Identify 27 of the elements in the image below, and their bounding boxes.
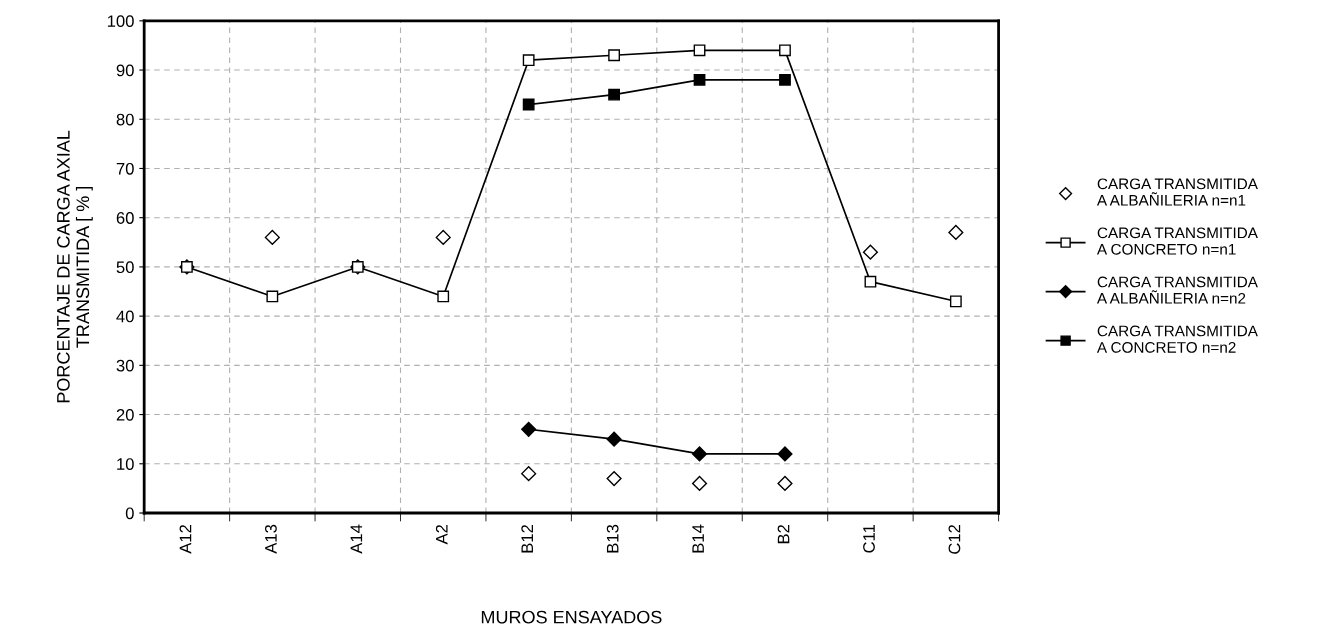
- y-tick-label: 60: [116, 212, 134, 224]
- x-axis-title: MUROS ENSAYADOS: [481, 610, 662, 624]
- x-tick-label: C11: [863, 524, 875, 553]
- x-tick-label: C12: [948, 524, 961, 554]
- y-tick-label: 40: [116, 310, 134, 323]
- y-tick-label: 50: [116, 261, 134, 274]
- x-tick-label: B13: [606, 524, 619, 553]
- x-tick-label: A13: [265, 524, 277, 554]
- x-tick-label: B12: [521, 524, 533, 553]
- y-tick-label: 80: [116, 113, 134, 126]
- y-tick-label: 10: [117, 458, 134, 470]
- y-tick-label: 20: [116, 408, 134, 421]
- x-tick-label: A14: [350, 524, 363, 554]
- x-tick-label: B2: [777, 524, 790, 544]
- y-tick-label: 90: [116, 64, 134, 77]
- legend-label: CARGA TRANSMITIDA A CONCRETO n=n2: [1096, 325, 1258, 353]
- legend-label: CARGA TRANSMITIDA A ALBAÑILERIA n=n1: [1096, 178, 1258, 206]
- y-tick-label: 70: [116, 162, 134, 175]
- y-tick-label: 0: [125, 507, 134, 520]
- legend-label: CARGA TRANSMITIDA A CONCRETO n=n1: [1096, 227, 1258, 255]
- y-axis-title: PORCENTAJE DE CARGA AXIAL TRANSMITIDA [ % ]: [56, 130, 93, 403]
- legend-label: CARGA TRANSMITIDA A ALBAÑILERIA n=n2: [1096, 276, 1258, 304]
- x-tick-label: A2: [435, 524, 448, 545]
- x-tick-label: A12: [179, 524, 192, 554]
- y-tick-label: 30: [116, 359, 134, 372]
- x-tick-label: B14: [692, 524, 704, 553]
- y-tick-label: 100: [107, 15, 134, 28]
